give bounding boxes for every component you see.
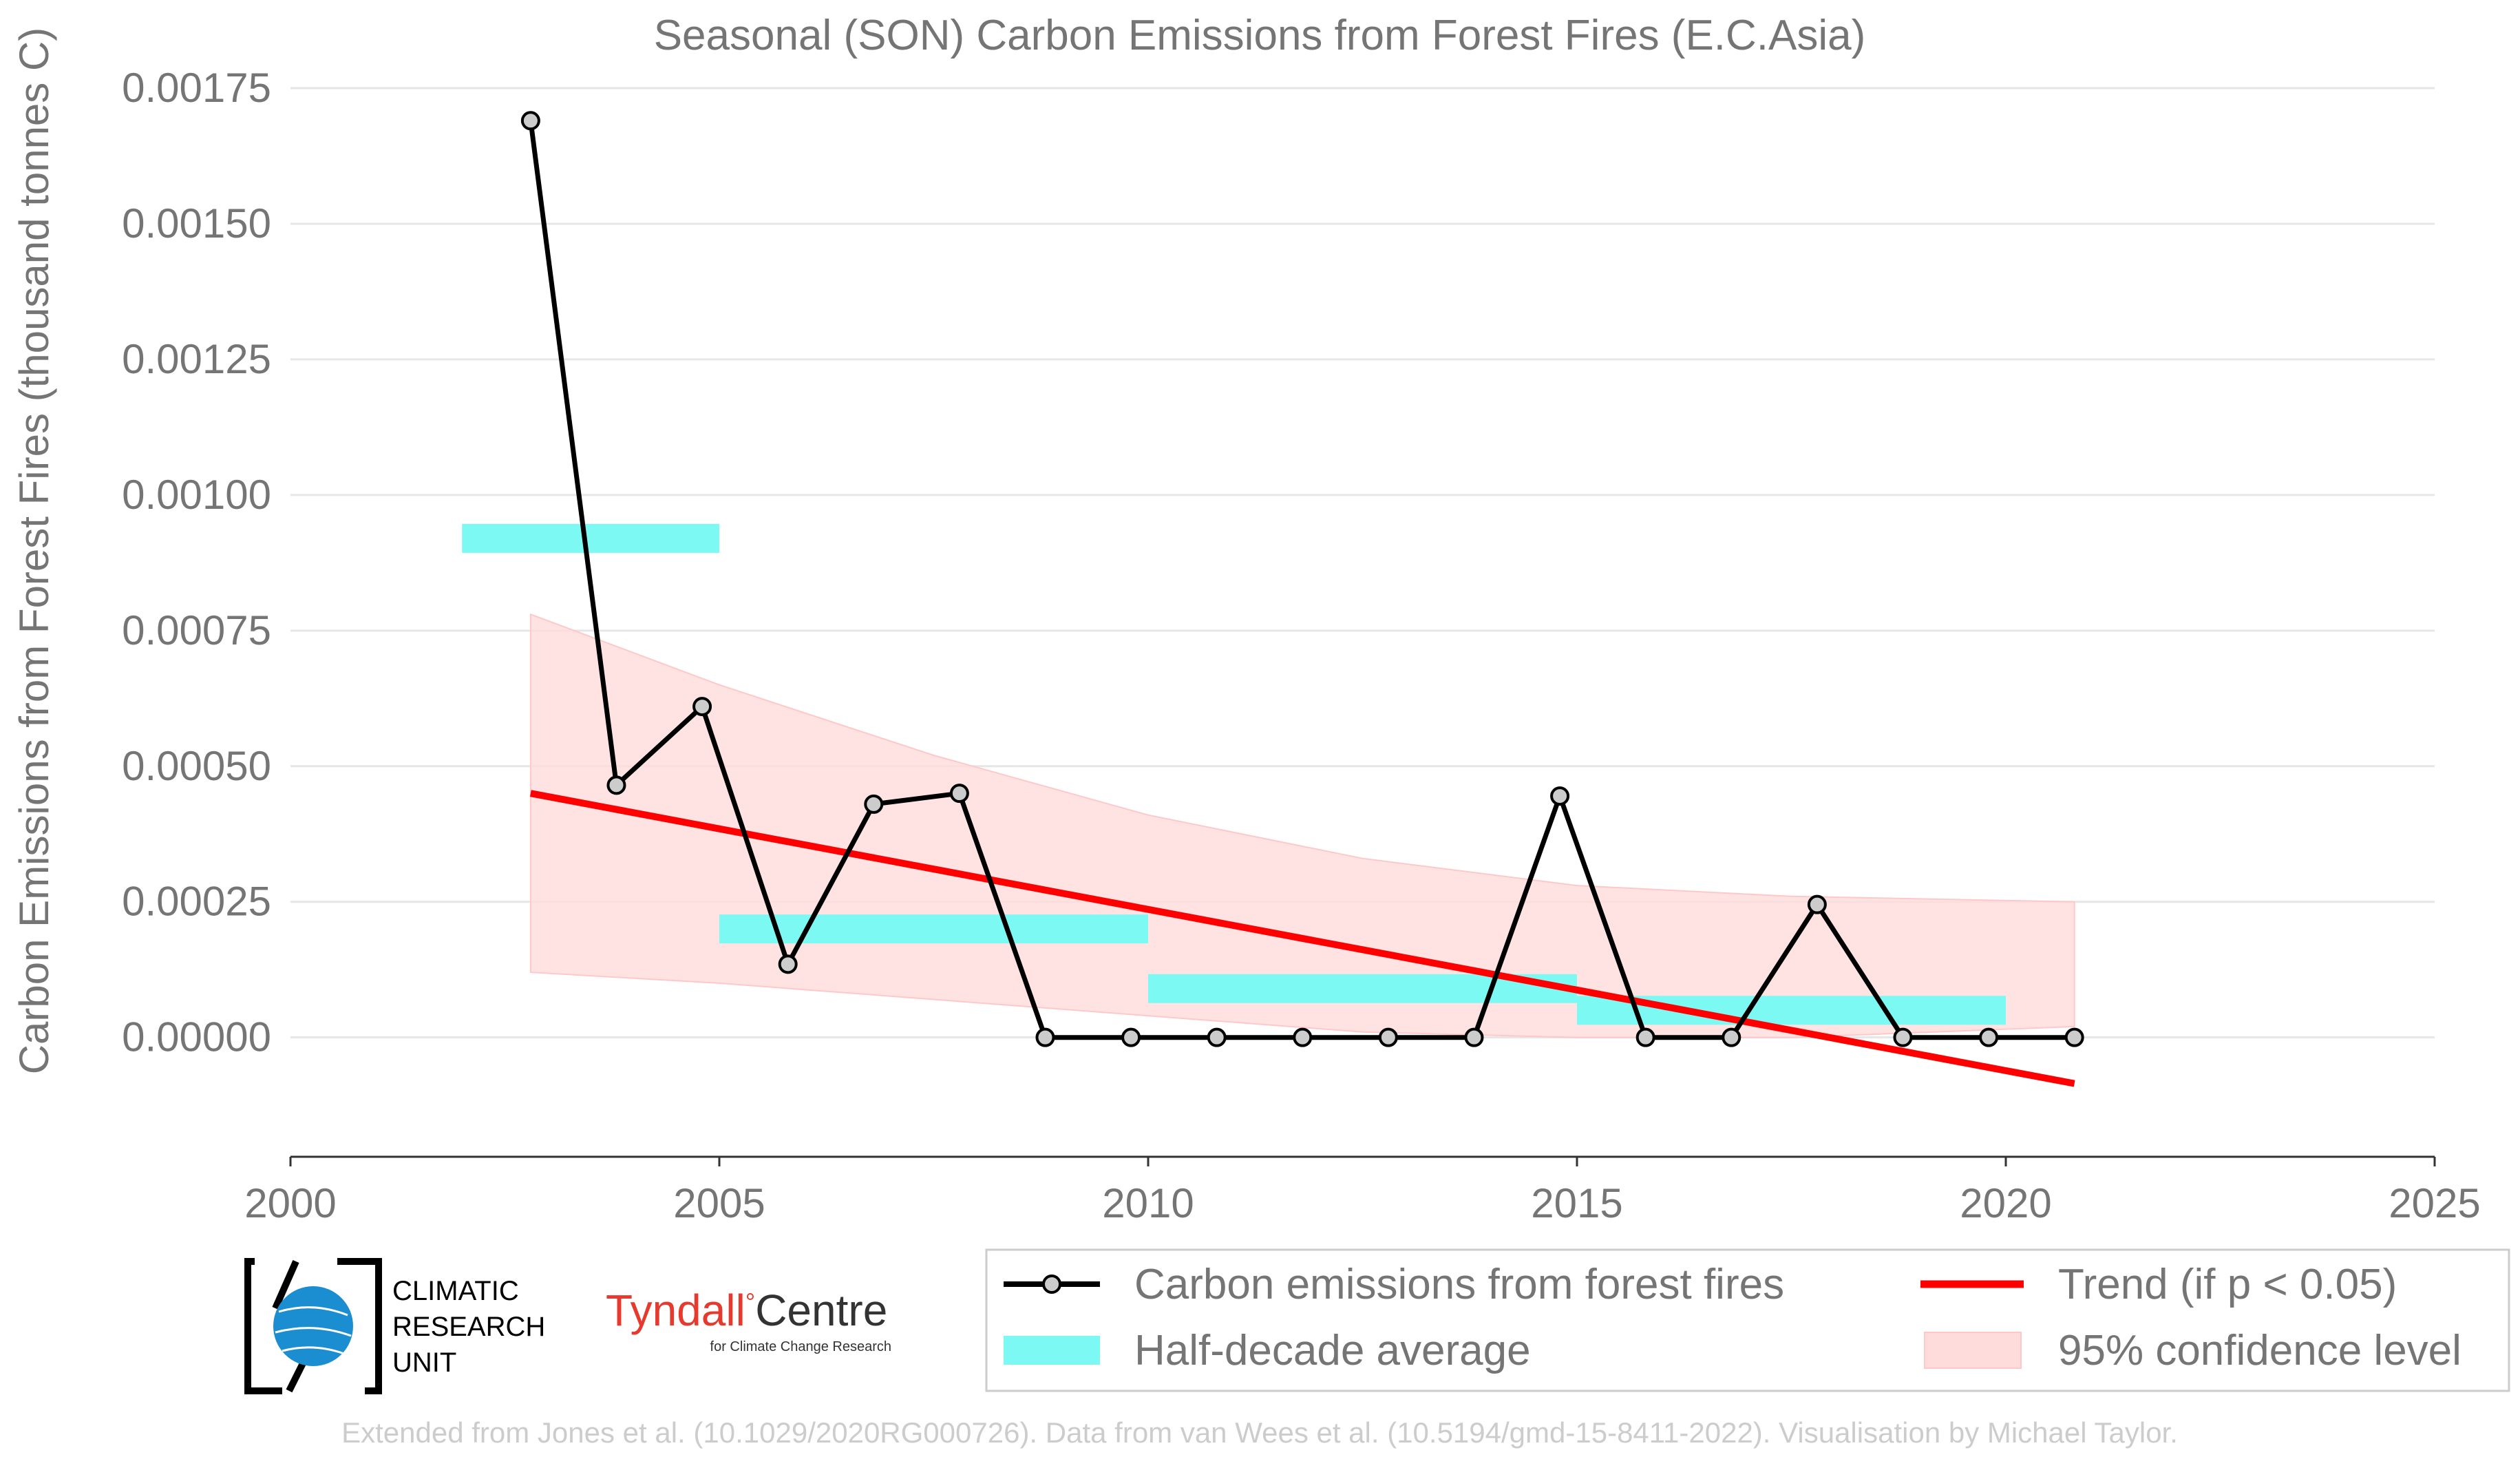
cru-text-line3: UNIT (392, 1348, 456, 1378)
x-tick-label: 2005 (673, 1180, 765, 1226)
x-tick-label: 2010 (1102, 1180, 1194, 1226)
tyndall-subtitle: for Climate Change Research (710, 1339, 891, 1354)
cru-logo: CLIMATIC RESEARCH UNIT (244, 1258, 545, 1394)
y-tick-label: 0.00000 (122, 1014, 271, 1060)
trend-line (529, 790, 2075, 1087)
cru-text-line1: CLIMATIC (392, 1276, 519, 1306)
half-decade-bar (719, 914, 1148, 944)
trend-layer (529, 790, 2075, 1087)
cru-frame-icon (244, 1258, 382, 1394)
legend: Carbon emissions from forest fires Half-… (985, 1248, 2510, 1392)
emissions-point (778, 954, 798, 974)
cru-text-line2: RESEARCH (392, 1312, 545, 1342)
x-tick-label: 2015 (1531, 1180, 1622, 1226)
x-tick-label: 2020 (1960, 1180, 2051, 1226)
y-tick-label: 0.00050 (122, 743, 271, 789)
legend-trend-label: Trend (if p < 0.05) (2058, 1261, 2397, 1308)
emissions-point (1550, 786, 1570, 806)
legend-emissions-marker (1042, 1275, 1061, 1294)
legend-box (985, 1248, 2510, 1392)
emissions-point (1722, 1027, 1741, 1047)
legend-confidence-swatch (1924, 1332, 2022, 1369)
emissions-point (1979, 1027, 1999, 1047)
emissions-point (1807, 894, 1827, 914)
half-decade-bar (462, 523, 719, 553)
tyndall-logo: Tyndall°Centre for Climate Change Resear… (606, 1286, 891, 1354)
emissions-point (1121, 1027, 1141, 1047)
y-tick-label: 0.00100 (122, 472, 271, 518)
legend-confidence-label: 95% confidence level (2058, 1327, 2461, 1374)
emissions-point (1464, 1027, 1484, 1047)
y-tick-label: 0.00125 (122, 336, 271, 382)
emissions-point (2064, 1027, 2084, 1047)
cru-globe-lines-icon (275, 1306, 352, 1355)
y-axis-label: Carbon Emissions from Forest Fires (thou… (11, 28, 57, 1075)
emissions-point (1293, 1027, 1313, 1047)
emissions-point (1378, 1027, 1398, 1047)
tyndall-wordmark: Tyndall°Centre (606, 1286, 887, 1335)
confidence-band-layer (529, 613, 2075, 1038)
x-tick-labels: 2000 2005 2010 2015 2020 2025 (244, 1157, 2481, 1226)
credit-line: Extended from Jones et al. (10.1029/2020… (341, 1416, 2178, 1449)
y-tick-label: 0.00175 (122, 65, 271, 111)
chart-title: Seasonal (SON) Carbon Emissions from For… (654, 12, 1866, 59)
emissions-point (1207, 1027, 1227, 1047)
cru-slash-bottom-icon (286, 1361, 306, 1393)
y-tick-label: 0.00075 (122, 607, 271, 653)
cru-slash-top-icon (272, 1259, 299, 1310)
legend-half-decade-swatch (1004, 1336, 1100, 1365)
emissions-point (1635, 1027, 1655, 1047)
y-tick-label: 0.00025 (122, 879, 271, 925)
legend-emissions-label: Carbon emissions from forest fires (1134, 1261, 1784, 1308)
emissions-point (606, 775, 626, 795)
cru-globe-icon (273, 1286, 353, 1366)
emissions-point (1035, 1027, 1055, 1047)
emissions-layer (520, 111, 2084, 1047)
x-tick-label: 2000 (244, 1180, 336, 1226)
emissions-point (949, 784, 969, 804)
emissions-point (1893, 1027, 1913, 1047)
x-tick-label: 2025 (2389, 1180, 2480, 1226)
y-tick-label: 0.00150 (122, 200, 271, 247)
emissions-point (520, 111, 540, 131)
legend-half-decade-label: Half-decade average (1134, 1327, 1531, 1374)
emissions-point (692, 697, 712, 717)
y-tick-labels: 0.00000 0.00025 0.00050 0.00075 0.00100 0.001… (122, 65, 271, 1060)
confidence-band (529, 613, 2075, 1038)
emissions-point (864, 794, 884, 814)
